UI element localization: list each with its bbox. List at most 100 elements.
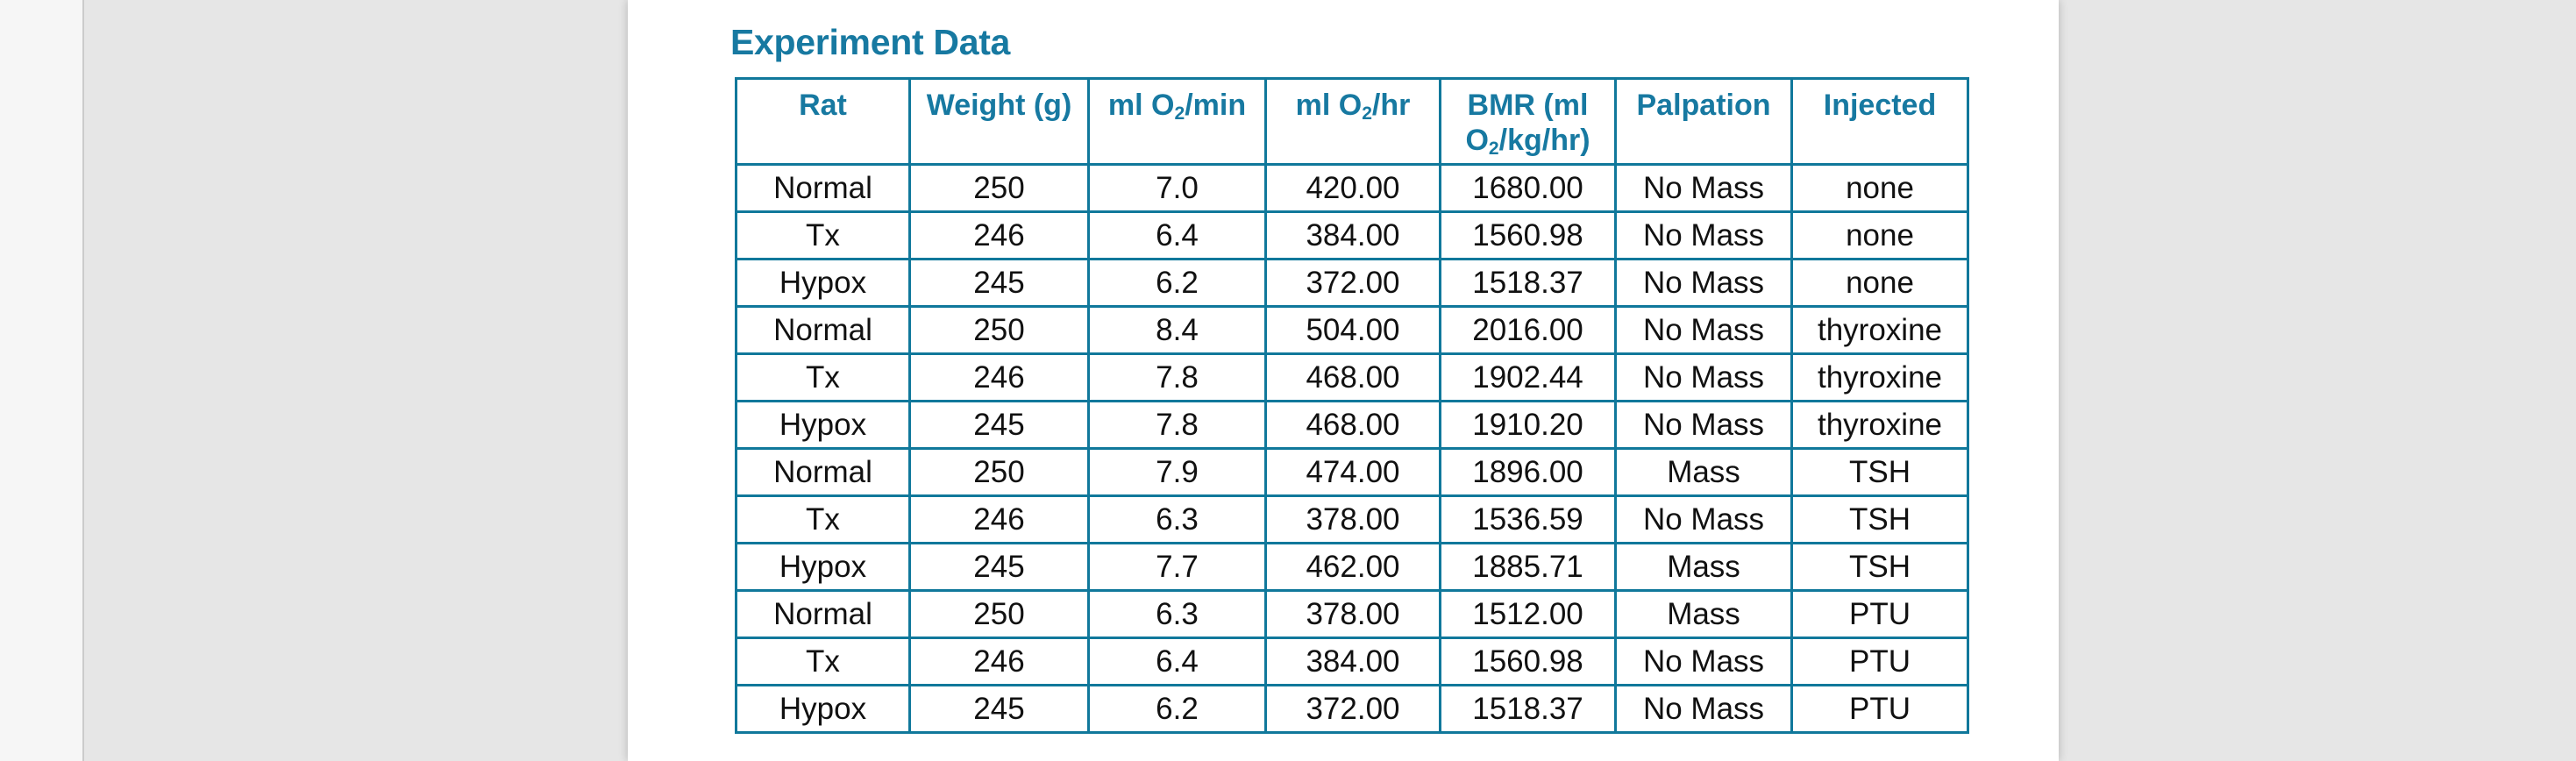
table-cell: 6.4 (1087, 637, 1267, 687)
table-cell: Tx (735, 210, 911, 261)
table-cell: none (1790, 258, 1969, 309)
table-cell: TSH (1790, 542, 1969, 593)
table-cell: 372.00 (1264, 258, 1441, 309)
table-cell: Normal (735, 589, 911, 640)
header-label-suffix: /kg/hr) (1498, 124, 1590, 158)
header-label: Weight (g) (926, 89, 1072, 122)
column-header-rat: Rat (735, 76, 911, 167)
table-cell: 7.8 (1087, 352, 1267, 403)
table-cell: 1512.00 (1439, 589, 1617, 640)
table-cell: 245 (908, 542, 1090, 593)
header-label-suffix: /min (1185, 89, 1247, 122)
table-row: Tx 246 7.8 468.00 1902.44 No Mass thyroxine (735, 352, 1969, 403)
table-cell: Tx (735, 352, 911, 403)
header-label: Injected (1823, 89, 1937, 122)
table-cell: none (1790, 210, 1969, 261)
table-cell: TSH (1790, 447, 1969, 498)
experiment-data-table: Rat Weight (g) ml O2/min ml O2/hr BMR (m… (735, 76, 1969, 735)
table-cell: 6.2 (1087, 684, 1267, 735)
table-cell: No Mass (1614, 684, 1793, 735)
table-cell: 1560.98 (1439, 637, 1617, 687)
table-cell: No Mass (1614, 637, 1793, 687)
table-cell: 250 (908, 305, 1090, 356)
table-cell: 1910.20 (1439, 400, 1617, 451)
table-cell: No Mass (1614, 258, 1793, 309)
column-header-weight: Weight (g) (908, 76, 1090, 167)
table-cell: none (1790, 163, 1969, 214)
header-label: ml O (1295, 89, 1363, 122)
table-cell: 1518.37 (1439, 684, 1617, 735)
table-cell: 1885.71 (1439, 542, 1617, 593)
table-cell: TSH (1790, 494, 1969, 545)
table-cell: 6.3 (1087, 589, 1267, 640)
table-cell: 245 (908, 258, 1090, 309)
table-cell: 6.4 (1087, 210, 1267, 261)
table-body: Normal 250 7.0 420.00 1680.00 No Mass none Tx 24… (735, 163, 1969, 735)
header-label: Rat (799, 89, 847, 122)
table-cell: thyroxine (1790, 400, 1969, 451)
table-cell: Normal (735, 447, 911, 498)
table-cell: 1518.37 (1439, 258, 1617, 309)
table-row: Tx 246 6.4 384.00 1560.98 No Mass PTU (735, 637, 1969, 687)
table-cell: 372.00 (1264, 684, 1441, 735)
table-cell: Hypox (735, 542, 911, 593)
table-row: Hypox 245 6.2 372.00 1518.37 No Mass PTU (735, 684, 1969, 735)
table-cell: 245 (908, 684, 1090, 735)
column-header-ml-o2-min: ml O2/min (1087, 76, 1267, 167)
header-row: Rat Weight (g) ml O2/min ml O2/hr BMR (m… (735, 76, 1969, 167)
table-cell: Normal (735, 305, 911, 356)
header-label: Palpation (1636, 89, 1771, 122)
column-header-palpation: Palpation (1614, 76, 1793, 167)
header-label: ml O (1107, 89, 1175, 122)
table-cell: 250 (908, 447, 1090, 498)
table-cell: 7.9 (1087, 447, 1267, 498)
header-subscript: 2 (1488, 138, 1499, 159)
table-cell: Hypox (735, 684, 911, 735)
table-cell: No Mass (1614, 352, 1793, 403)
header-label-suffix: /hr (1371, 89, 1411, 122)
table-cell: 420.00 (1264, 163, 1441, 214)
table-cell: Tx (735, 494, 911, 545)
table-cell: 1896.00 (1439, 447, 1617, 498)
table-cell: thyroxine (1790, 352, 1969, 403)
table-cell: 2016.00 (1439, 305, 1617, 356)
table-cell: PTU (1790, 637, 1969, 687)
table-cell: PTU (1790, 589, 1969, 640)
table-row: Hypox 245 7.8 468.00 1910.20 No Mass thyroxine (735, 400, 1969, 451)
table-cell: 378.00 (1264, 589, 1441, 640)
table-cell: 378.00 (1264, 494, 1441, 545)
table-cell: 6.3 (1087, 494, 1267, 545)
table-cell: 1680.00 (1439, 163, 1617, 214)
table-cell: 246 (908, 637, 1090, 687)
table-cell: Mass (1614, 542, 1793, 593)
table-cell: Normal (735, 163, 911, 214)
column-header-bmr: BMR (ml O2/kg/hr) (1439, 76, 1617, 167)
document-page: Experiment Data Rat Weight (g) ml O2/min… (628, 0, 2059, 761)
table-cell: 1902.44 (1439, 352, 1617, 403)
table-cell: 468.00 (1264, 400, 1441, 451)
table-cell: 384.00 (1264, 210, 1441, 261)
table-cell: 7.8 (1087, 400, 1267, 451)
column-header-injected: Injected (1790, 76, 1969, 167)
table-cell: Mass (1614, 447, 1793, 498)
column-header-ml-o2-hr: ml O2/hr (1264, 76, 1441, 167)
table-cell: 504.00 (1264, 305, 1441, 356)
table-cell: 245 (908, 400, 1090, 451)
table-row: Tx 246 6.4 384.00 1560.98 No Mass none (735, 210, 1969, 261)
table-cell: Hypox (735, 258, 911, 309)
table-cell: No Mass (1614, 210, 1793, 261)
table-cell: 246 (908, 494, 1090, 545)
table-cell: 250 (908, 589, 1090, 640)
table-row: Hypox 245 6.2 372.00 1518.37 No Mass none (735, 258, 1969, 309)
header-subscript: 2 (1174, 103, 1185, 124)
table-cell: 246 (908, 210, 1090, 261)
left-rail (0, 0, 84, 761)
table-cell: 7.7 (1087, 542, 1267, 593)
table-cell: 246 (908, 352, 1090, 403)
table-cell: No Mass (1614, 305, 1793, 356)
table-row: Normal 250 6.3 378.00 1512.00 Mass PTU (735, 589, 1969, 640)
table-cell: Mass (1614, 589, 1793, 640)
table-cell: 1560.98 (1439, 210, 1617, 261)
table-cell: 250 (908, 163, 1090, 214)
table-cell: PTU (1790, 684, 1969, 735)
